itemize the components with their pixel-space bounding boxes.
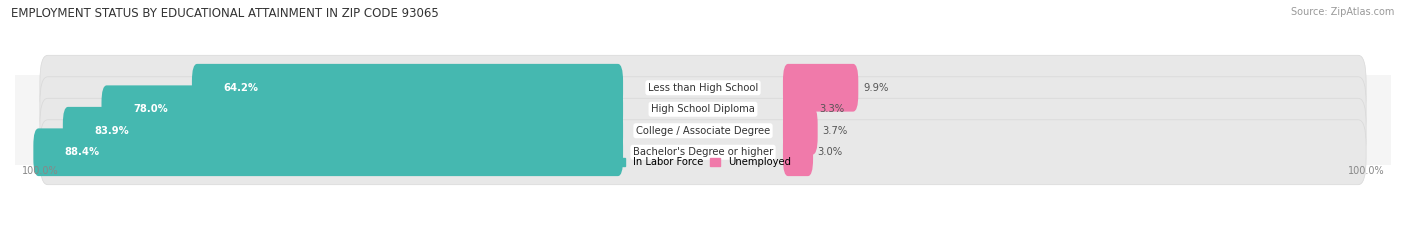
FancyBboxPatch shape [783, 85, 815, 133]
FancyBboxPatch shape [783, 64, 858, 112]
FancyBboxPatch shape [783, 128, 813, 176]
Text: 3.3%: 3.3% [820, 104, 845, 114]
Text: Less than High School: Less than High School [648, 83, 758, 93]
Text: Source: ZipAtlas.com: Source: ZipAtlas.com [1291, 7, 1395, 17]
FancyBboxPatch shape [63, 107, 623, 155]
Legend: In Labor Force, Unemployed: In Labor Force, Unemployed [616, 157, 790, 167]
Text: 83.9%: 83.9% [94, 126, 129, 136]
Text: 3.0%: 3.0% [818, 147, 842, 157]
Text: 100.0%: 100.0% [1348, 166, 1385, 176]
Text: 100.0%: 100.0% [21, 166, 58, 176]
Text: High School Diploma: High School Diploma [651, 104, 755, 114]
Text: 9.9%: 9.9% [863, 83, 889, 93]
FancyBboxPatch shape [783, 107, 818, 155]
Text: EMPLOYMENT STATUS BY EDUCATIONAL ATTAINMENT IN ZIP CODE 93065: EMPLOYMENT STATUS BY EDUCATIONAL ATTAINM… [11, 7, 439, 20]
FancyBboxPatch shape [39, 77, 1367, 142]
Text: Bachelor's Degree or higher: Bachelor's Degree or higher [633, 147, 773, 157]
Text: 64.2%: 64.2% [224, 83, 259, 93]
Text: 78.0%: 78.0% [134, 104, 167, 114]
Text: 88.4%: 88.4% [65, 147, 100, 157]
Text: 3.7%: 3.7% [823, 126, 848, 136]
FancyBboxPatch shape [39, 98, 1367, 163]
FancyBboxPatch shape [39, 120, 1367, 185]
FancyBboxPatch shape [101, 85, 623, 133]
FancyBboxPatch shape [34, 128, 623, 176]
FancyBboxPatch shape [191, 64, 623, 112]
FancyBboxPatch shape [39, 55, 1367, 120]
Text: College / Associate Degree: College / Associate Degree [636, 126, 770, 136]
